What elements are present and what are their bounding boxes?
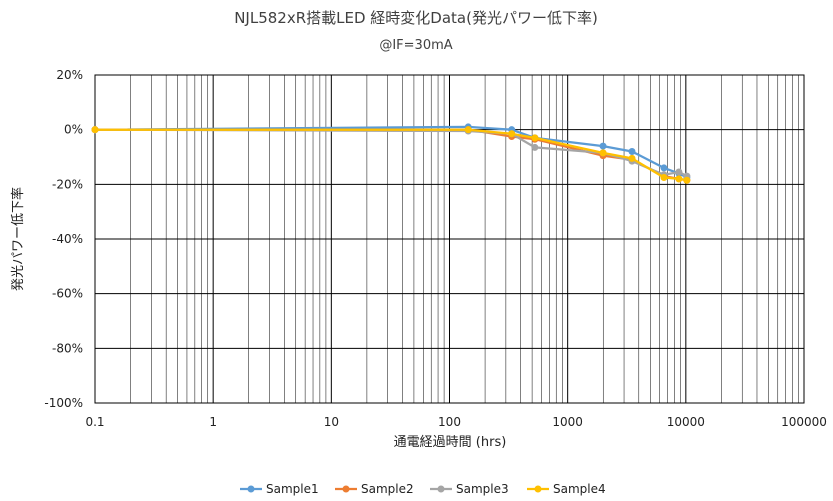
x-tick-label: 10: [324, 415, 339, 429]
y-axis: 20% 0% -20% -40% -60% -80% -100%: [44, 68, 83, 410]
chart-title: NJL582xR搭載LED 経時変化Data(発光パワー低下率): [234, 9, 598, 27]
y-tick-label: 20%: [56, 68, 83, 82]
legend-marker: [342, 485, 350, 493]
legend-label: Sample2: [361, 482, 414, 496]
chart-subtitle: @IF=30mA: [379, 38, 452, 53]
data-point: [675, 168, 683, 176]
legend-item: Sample2: [335, 482, 414, 496]
y-tick-label: -80%: [52, 341, 83, 355]
y-tick-label: -100%: [44, 396, 83, 410]
x-axis: 0.1 1 10 100 1000 10000 100000: [85, 415, 826, 429]
y-tick-label: 0%: [64, 123, 83, 137]
y-tick-label: -40%: [52, 232, 83, 246]
data-point: [464, 126, 472, 134]
data-point: [675, 175, 683, 183]
legend-item: Sample4: [527, 482, 606, 496]
data-point: [628, 154, 636, 162]
y-tick-label: -60%: [52, 287, 83, 301]
legend-marker: [534, 485, 542, 493]
y-axis-label: 発光パワー低下率: [10, 187, 26, 291]
y-tick-label: -20%: [52, 177, 83, 191]
series-group: [91, 123, 691, 184]
legend-label: Sample1: [266, 482, 319, 496]
legend-marker: [247, 485, 255, 493]
legend-label: Sample4: [553, 482, 606, 496]
legend-marker: [437, 485, 445, 493]
legend-label: Sample3: [456, 482, 509, 496]
x-tick-label: 100000: [781, 415, 827, 429]
data-point: [531, 143, 539, 151]
series-sample4: [91, 126, 691, 184]
data-point: [91, 126, 99, 134]
x-tick-label: 0.1: [85, 415, 104, 429]
data-point: [660, 174, 668, 181]
data-point: [628, 148, 636, 156]
data-point: [508, 130, 516, 138]
data-point: [599, 142, 607, 150]
data-point: [683, 176, 691, 184]
x-tick-label: 100: [438, 415, 461, 429]
x-tick-label: 1: [209, 415, 217, 429]
data-point: [599, 149, 607, 157]
x-tick-label: 10000: [667, 415, 705, 429]
x-tick-label: 1000: [552, 415, 583, 429]
x-axis-label: 通電経過時間 (hrs): [394, 435, 507, 450]
legend-item: Sample1: [240, 482, 319, 496]
data-point: [660, 164, 668, 172]
legend: Sample1 Sample2 Sample3 Sample4: [240, 482, 606, 496]
data-point: [531, 134, 539, 142]
legend-item: Sample3: [430, 482, 509, 496]
